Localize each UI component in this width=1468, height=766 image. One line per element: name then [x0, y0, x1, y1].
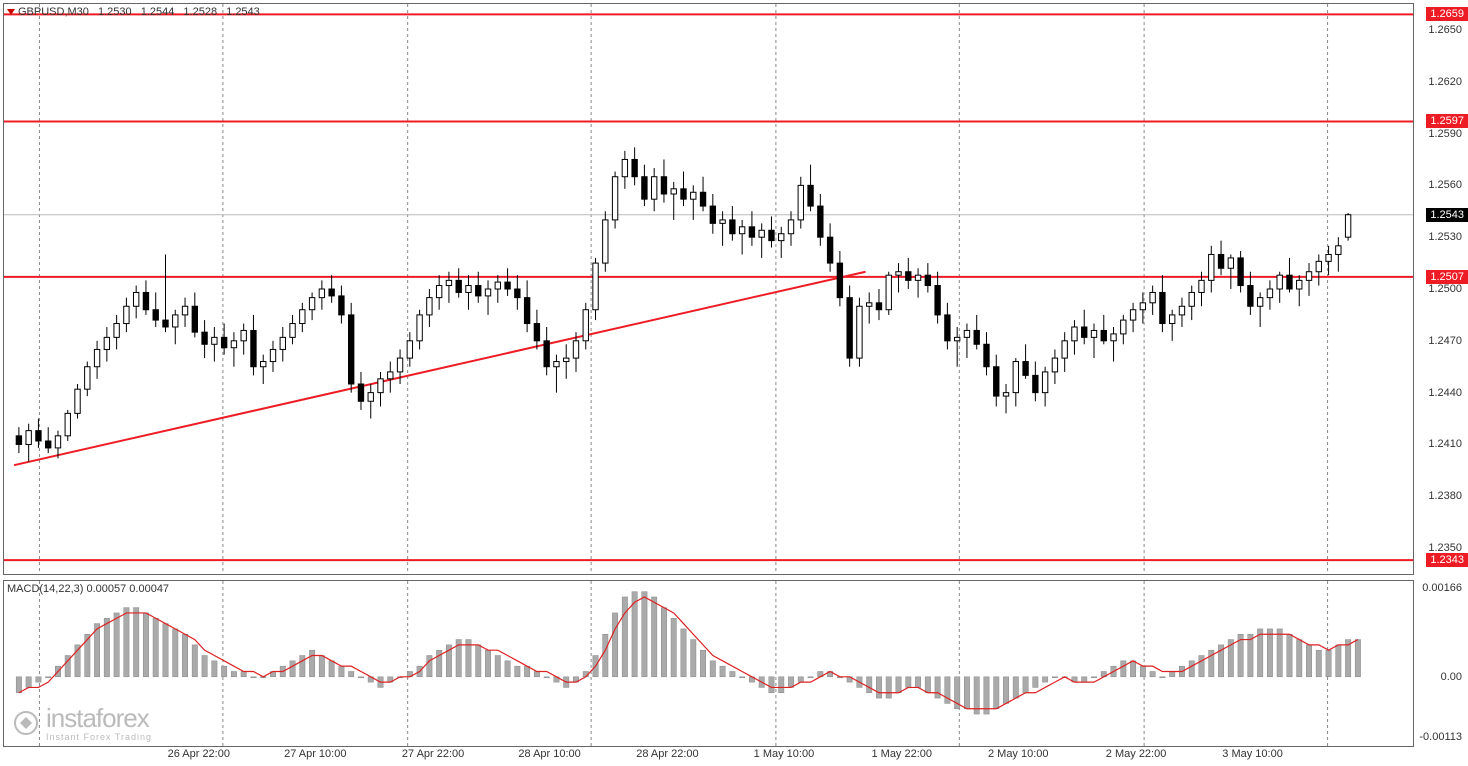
y-tick-label: 1.2650 — [1428, 24, 1462, 36]
x-tick-label: 1 May 22:00 — [871, 748, 932, 766]
y-tick-label: 1.2620 — [1428, 76, 1462, 88]
y-tick-label: 1.2530 — [1428, 231, 1462, 243]
price-level-tag: 1.2659 — [1426, 7, 1468, 21]
ohlc-c: 1.2543 — [226, 6, 260, 18]
ohlc-o: 1.2530 — [98, 6, 132, 18]
watermark-brand: instaforex — [46, 703, 152, 734]
macd-title: MACD(14,22,3) 0.00057 0.00047 — [7, 583, 169, 595]
x-tick-label: 26 Apr 22:00 — [168, 748, 230, 766]
x-tick-label: 27 Apr 22:00 — [402, 748, 464, 766]
y-tick-label: 1.2560 — [1428, 179, 1462, 191]
macd-panel[interactable]: MACD(14,22,3) 0.00057 0.00047 instaforex… — [3, 580, 1414, 747]
ohlc-l: 1.2528 — [183, 6, 217, 18]
x-tick-label: 28 Apr 10:00 — [518, 748, 580, 766]
macd-y-tick: 0.00166 — [1422, 582, 1462, 594]
price-chart-panel[interactable]: GBPUSD,M30 1.2530 1.2544 1.2528 1.2543 — [3, 3, 1414, 575]
macd-chart-svg[interactable] — [4, 581, 1413, 746]
macd-y-tick: -0.00113 — [1419, 731, 1462, 743]
x-tick-label: 3 May 10:00 — [1222, 748, 1283, 766]
direction-down-icon — [7, 9, 15, 15]
y-tick-label: 1.2470 — [1428, 335, 1462, 347]
price-level-tag: 1.2343 — [1426, 553, 1468, 567]
current-price-tag: 1.2543 — [1426, 208, 1468, 222]
price-level-tag: 1.2597 — [1426, 114, 1468, 128]
x-tick-label: 2 May 22:00 — [1106, 748, 1167, 766]
y-tick-label: 1.2590 — [1428, 128, 1462, 140]
y-tick-label: 1.2410 — [1428, 438, 1462, 450]
symbol-text: GBPUSD,M30 — [18, 6, 89, 18]
y-tick-label: 1.2500 — [1428, 283, 1462, 295]
watermark-sub: Instant Forex Trading — [46, 732, 152, 742]
x-tick-label: 28 Apr 22:00 — [636, 748, 698, 766]
y-tick-label: 1.2380 — [1428, 490, 1462, 502]
x-tick-label: 2 May 10:00 — [988, 748, 1049, 766]
macd-y-tick: 0.00 — [1441, 671, 1462, 683]
y-tick-label: 1.2440 — [1428, 387, 1462, 399]
chart-title: GBPUSD,M30 1.2530 1.2544 1.2528 1.2543 — [7, 6, 260, 18]
price-level-tag: 1.2507 — [1426, 270, 1468, 284]
chart-container: GBPUSD,M30 1.2530 1.2544 1.2528 1.2543 M… — [0, 0, 1468, 750]
price-chart-svg[interactable] — [4, 4, 1413, 574]
x-tick-label: 27 Apr 10:00 — [284, 748, 346, 766]
watermark: instaforex Instant Forex Trading — [12, 703, 152, 742]
ohlc-h: 1.2544 — [141, 6, 175, 18]
x-tick-label: 1 May 10:00 — [754, 748, 815, 766]
